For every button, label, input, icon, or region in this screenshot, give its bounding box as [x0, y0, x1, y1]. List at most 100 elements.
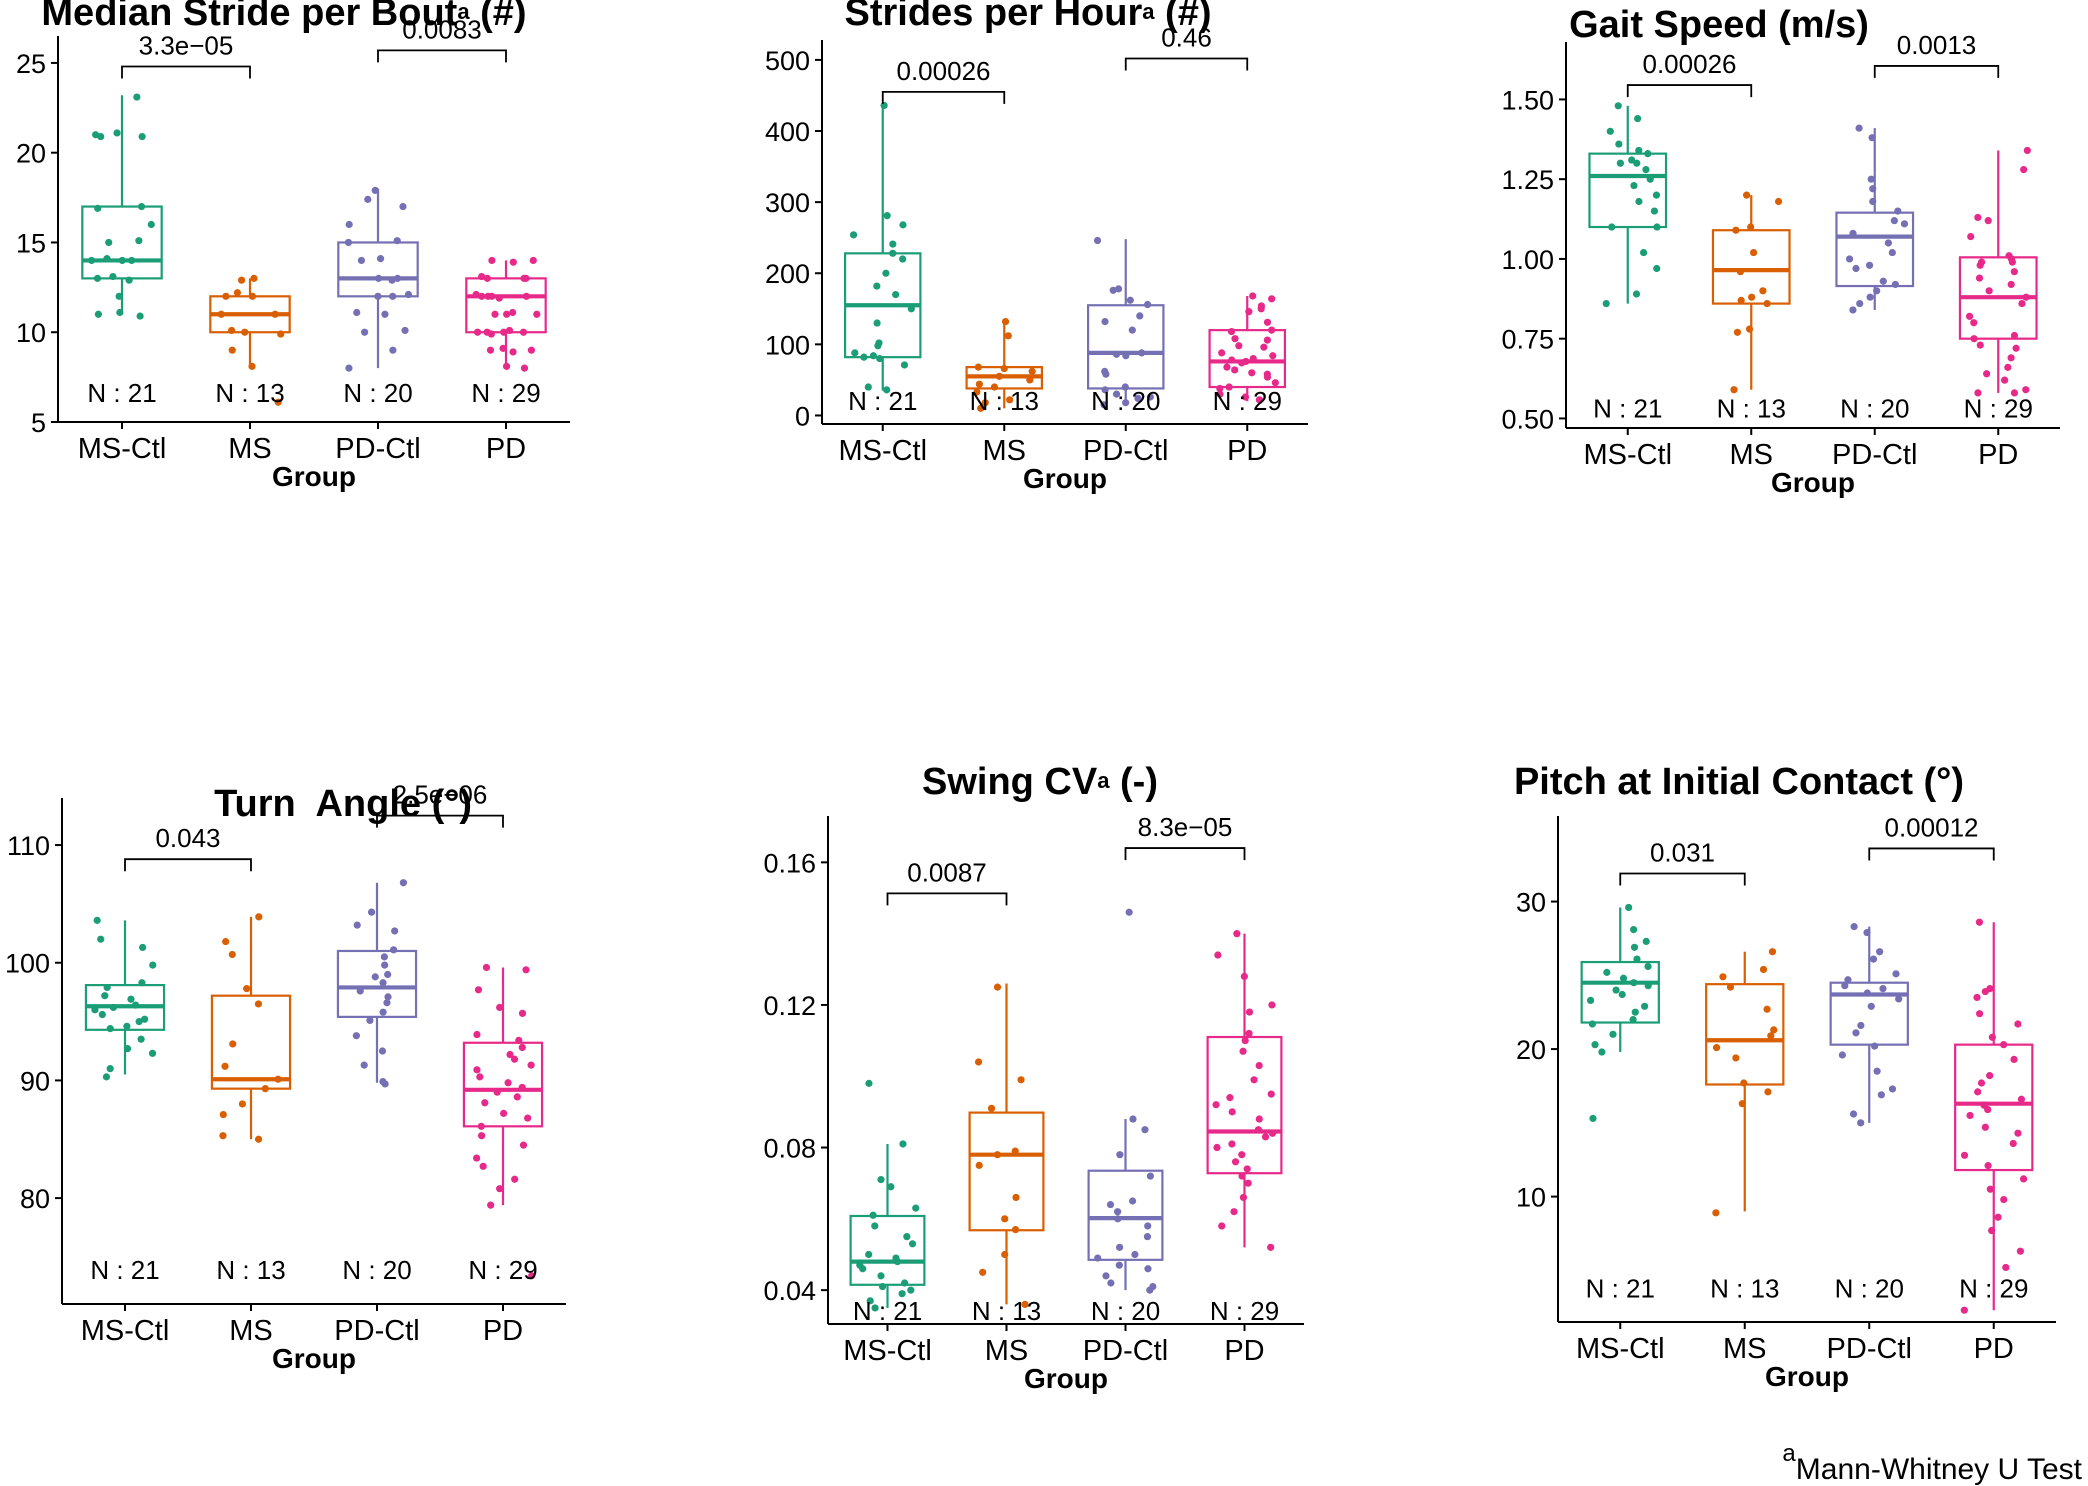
data-point: [1214, 951, 1222, 959]
data-point: [509, 348, 517, 356]
data-point: [1653, 223, 1661, 231]
n-count-label: N : 29: [1964, 394, 2033, 424]
data-point: [113, 129, 121, 137]
data-point: [1849, 1110, 1858, 1118]
data-point: [513, 1093, 521, 1101]
data-point: [367, 908, 376, 916]
data-point: [1630, 181, 1638, 190]
data-point: [228, 346, 236, 354]
data-point: [116, 308, 124, 317]
data-point: [1228, 1108, 1236, 1116]
data-point: [1976, 261, 1984, 269]
y-tick-label: 0.75: [1501, 325, 1554, 355]
data-point: [1268, 1001, 1276, 1009]
data-point: [1838, 1051, 1846, 1059]
data-point: [1268, 326, 1276, 334]
significance-bracket: [881, 91, 1006, 104]
data-point: [1021, 1300, 1029, 1308]
data-point: [352, 1032, 360, 1040]
data-point: [106, 1065, 114, 1073]
data-point: [1635, 197, 1643, 206]
data-point: [93, 916, 101, 924]
data-point: [233, 289, 242, 297]
data-point: [484, 292, 492, 300]
x-axis-title: Group: [1023, 463, 1107, 494]
data-point: [1114, 1208, 1122, 1216]
data-point: [381, 1080, 389, 1088]
data-point: [869, 1211, 877, 1219]
data-point: [2010, 268, 2018, 276]
data-point: [1888, 248, 1896, 257]
data-point: [1006, 396, 1014, 404]
data-point: [393, 274, 402, 282]
data-point: [1612, 986, 1620, 994]
data-point: [1269, 352, 1277, 360]
data-point: [495, 294, 503, 302]
x-tick-label: MS-Ctl: [843, 1335, 932, 1367]
data-point: [509, 258, 517, 266]
data-point: [907, 305, 915, 313]
data-point: [979, 1268, 987, 1276]
x-tick-label: PD-Ctl: [335, 433, 420, 465]
data-point: [97, 935, 105, 943]
data-point: [1255, 1061, 1263, 1070]
data-point: [1121, 383, 1129, 391]
data-point: [1635, 146, 1643, 155]
x-tick-label: PD: [1227, 435, 1267, 467]
box-plot-turn-angle: 80 90 100 110 MS-Ctl MS PD-Ctl PD Group N : 21 N :…: [5, 780, 566, 1374]
data-point: [141, 1015, 149, 1023]
y-tick-label: 100: [5, 949, 50, 979]
data-point: [1884, 239, 1892, 247]
y-tick-label: 10: [16, 318, 46, 348]
data-point: [1125, 908, 1133, 916]
data-point: [1586, 996, 1595, 1005]
data-point: [1984, 1105, 1992, 1114]
data-point: [383, 999, 391, 1007]
data-point: [912, 1204, 920, 1212]
data-point: [977, 404, 985, 412]
x-axis-title: Group: [1024, 1363, 1108, 1394]
data-point: [217, 310, 225, 318]
data-point: [907, 1286, 915, 1294]
y-tick-label: 20: [1516, 1035, 1546, 1065]
p-value-label: 0.00012: [1885, 812, 1979, 842]
data-point: [2010, 1055, 2018, 1064]
data-point: [1115, 1261, 1123, 1269]
data-point: [1976, 341, 1984, 349]
data-point: [1639, 248, 1648, 257]
data-point: [1970, 319, 1978, 327]
data-point: [2018, 299, 2026, 308]
data-point: [254, 1135, 263, 1143]
data-point: [1271, 379, 1279, 387]
data-point: [1001, 1215, 1009, 1223]
data-point: [1852, 1029, 1860, 1037]
data-point: [356, 987, 364, 995]
chart-title-text: Strides per Hour: [844, 0, 1143, 34]
box: [336, 949, 418, 1018]
data-point: [1112, 390, 1121, 398]
y-tick-label: 80: [20, 1184, 50, 1214]
data-point: [1633, 955, 1641, 963]
n-count-label: N : 13: [216, 1255, 285, 1285]
x-tick-label: PD-Ctl: [1083, 1335, 1168, 1367]
data-point: [472, 290, 480, 299]
data-point: [1249, 354, 1257, 363]
data-point: [1591, 1041, 1599, 1049]
data-point: [1850, 923, 1858, 931]
data-point: [137, 1035, 145, 1043]
x-axis-title: Group: [1771, 467, 1855, 498]
data-point: [2001, 376, 2009, 384]
data-point: [248, 292, 256, 300]
data-point: [1126, 296, 1134, 304]
data-point: [353, 921, 361, 929]
data-point: [864, 383, 872, 391]
data-point: [883, 212, 891, 220]
data-point: [371, 186, 379, 194]
data-point: [1736, 268, 1745, 276]
data-point: [364, 195, 372, 203]
data-point: [1849, 229, 1857, 238]
data-point: [148, 1049, 157, 1057]
data-point: [1227, 327, 1236, 336]
data-point: [1101, 386, 1109, 394]
data-point: [889, 249, 897, 257]
